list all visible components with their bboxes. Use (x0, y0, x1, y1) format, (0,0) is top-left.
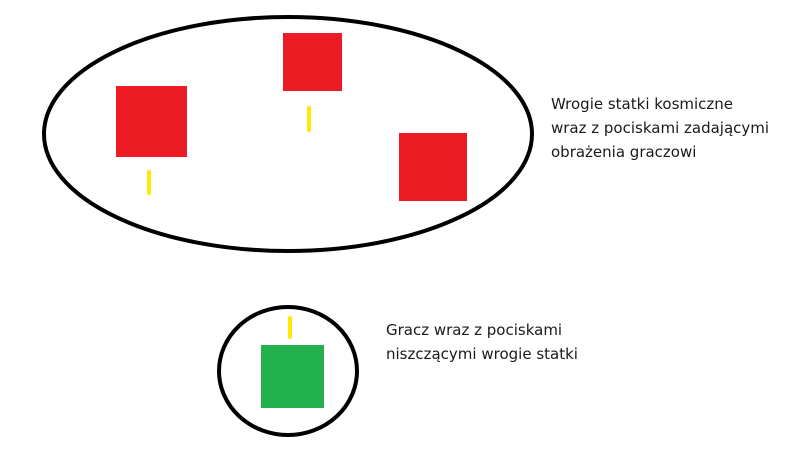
enemy-caption-line-2: wraz z pociskami zadającymi (551, 116, 769, 140)
player-ship (261, 345, 324, 408)
enemy-caption-line-1: Wrogie statki kosmiczne (551, 92, 769, 116)
enemy-caption-line-3: obrażenia graczowi (551, 140, 769, 164)
enemy-ship-1 (116, 86, 187, 157)
player-caption-line-1: Gracz wraz z pociskami (386, 318, 578, 342)
enemy-group-caption: Wrogie statki kosmiczne wraz z pociskami… (551, 92, 769, 164)
enemy-ship-2 (283, 33, 342, 91)
player-group-caption: Gracz wraz z pociskami niszczącymi wrogi… (386, 318, 578, 366)
player-caption-line-2: niszczącymi wrogie statki (386, 342, 578, 366)
enemy-ship-3 (399, 133, 467, 201)
